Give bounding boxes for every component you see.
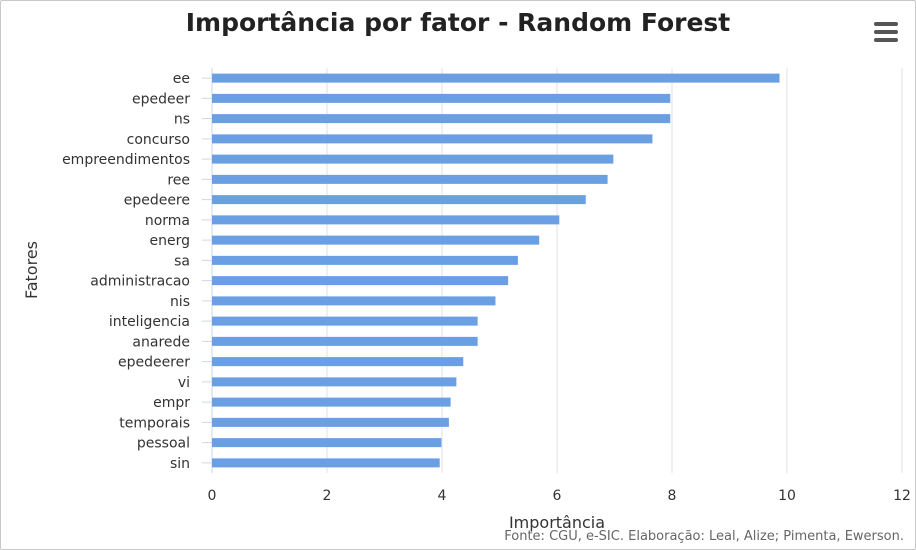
category-label: empreendimentos — [62, 152, 190, 168]
category-label: norma — [145, 213, 190, 229]
credits-text: Fonte: CGU, e-SIC. Elaboração: Leal, Ali… — [504, 529, 904, 544]
x-tick-label: 4 — [438, 488, 447, 504]
bar-pessoal[interactable] — [212, 438, 442, 448]
category-label: nis — [170, 294, 190, 310]
bar-ns[interactable] — [212, 114, 671, 124]
category-label: empr — [153, 395, 190, 411]
bar-epedeer[interactable] — [212, 93, 671, 103]
x-tick-label: 2 — [323, 488, 332, 504]
x-tick-label: 10 — [778, 488, 796, 504]
bar-norma[interactable] — [212, 215, 560, 225]
bar-sa[interactable] — [212, 255, 518, 265]
category-label: ree — [167, 172, 190, 188]
category-label: vi — [178, 375, 190, 391]
category-label: pessoal — [137, 436, 190, 452]
x-tick-label: 12 — [893, 488, 911, 504]
bar-empr[interactable] — [212, 397, 451, 407]
chart-title: Importância por fator - Random Forest — [185, 8, 731, 37]
bar-energ[interactable] — [212, 235, 540, 245]
bar-nis[interactable] — [212, 296, 496, 306]
bar-epedeere[interactable] — [212, 195, 586, 205]
bar-administracao[interactable] — [212, 276, 509, 286]
bar-sin[interactable] — [212, 458, 440, 468]
category-label: concurso — [127, 132, 190, 148]
category-label: temporais — [119, 415, 190, 431]
category-label: administracao — [90, 274, 190, 290]
category-label: anarede — [132, 334, 190, 350]
category-label: ns — [174, 112, 190, 128]
category-label: epedeer — [132, 91, 190, 107]
bar-inteligencia[interactable] — [212, 316, 478, 326]
x-tick-label: 6 — [553, 488, 562, 504]
y-axis-title: Fatores — [22, 241, 41, 299]
bar-concurso[interactable] — [212, 134, 653, 144]
category-label: energ — [150, 233, 191, 249]
bar-temporais[interactable] — [212, 417, 449, 427]
category-label: sa — [174, 253, 190, 269]
category-label: sin — [170, 456, 190, 472]
hamburger-menu-icon[interactable] — [870, 18, 902, 46]
category-label: inteligencia — [109, 314, 190, 330]
bar-anarede[interactable] — [212, 336, 478, 346]
bar-ee[interactable] — [212, 73, 780, 83]
bar-vi[interactable] — [212, 377, 457, 387]
bar-empreendimentos[interactable] — [212, 154, 614, 164]
x-axis-title: Importância — [509, 513, 605, 532]
x-tick-label: 0 — [208, 488, 217, 504]
bar-ree[interactable] — [212, 174, 608, 184]
x-tick-label: 8 — [668, 488, 677, 504]
category-label: epedeerer — [118, 355, 190, 371]
category-label: epedeere — [124, 193, 190, 209]
bar-epedeerer[interactable] — [212, 357, 464, 367]
category-label: ee — [173, 71, 190, 87]
